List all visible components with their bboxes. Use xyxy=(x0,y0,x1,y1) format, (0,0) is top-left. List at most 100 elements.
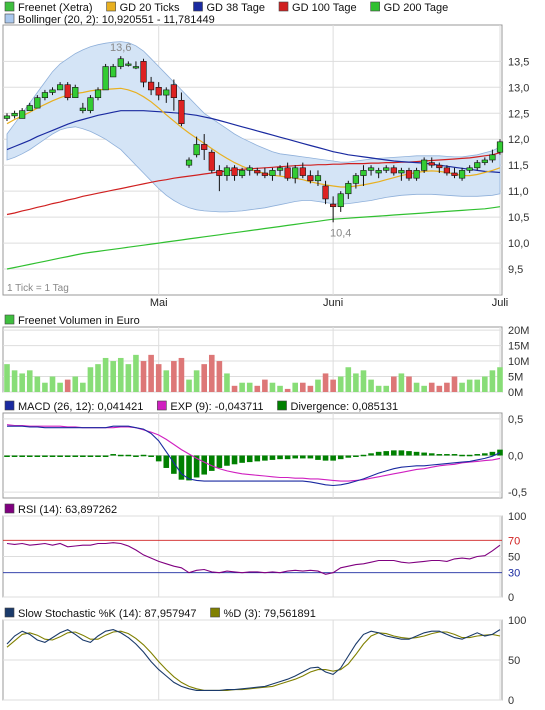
divergence-bar xyxy=(246,455,253,463)
candle xyxy=(383,165,390,173)
divergence-bar xyxy=(155,455,162,462)
candle xyxy=(390,165,397,176)
volume-bar xyxy=(125,364,132,392)
candle xyxy=(49,87,56,96)
candle xyxy=(231,165,238,181)
candle-body xyxy=(383,167,390,171)
divergence-bar xyxy=(80,455,86,457)
volume-bar xyxy=(19,373,25,392)
candle xyxy=(178,92,185,127)
divergence-bar xyxy=(322,455,329,461)
candle-body xyxy=(231,167,238,176)
divergence-bar xyxy=(375,451,382,456)
gd200-line xyxy=(6,206,501,270)
legend-swatch xyxy=(106,1,116,12)
candle-body xyxy=(352,175,359,184)
candle xyxy=(436,162,443,173)
volume-bar xyxy=(300,382,306,392)
divergence-bar xyxy=(42,455,48,457)
candle xyxy=(140,58,147,88)
candle xyxy=(34,95,41,109)
candle xyxy=(405,167,413,181)
volume-bar xyxy=(474,379,481,392)
legend-swatch xyxy=(193,1,203,12)
candle xyxy=(428,157,435,168)
candle xyxy=(451,167,458,179)
tick-footnote: 1 Tick = 1 Tag xyxy=(7,283,69,294)
candle xyxy=(269,167,276,181)
volume-bar xyxy=(345,367,352,392)
candle-body xyxy=(163,89,170,96)
volume-bar xyxy=(421,385,427,392)
candle xyxy=(481,157,488,166)
candle-body xyxy=(398,170,405,174)
y-tick-label: 11,5 xyxy=(508,160,529,172)
candle-body xyxy=(322,185,329,200)
volume-bar xyxy=(133,354,139,392)
price-panel: Freenet (Xetra) GD 20 Ticks GD 38 Tage GD 1… xyxy=(2,1,529,296)
candle xyxy=(3,113,11,122)
legend-swatch xyxy=(4,13,15,24)
volume-bar xyxy=(436,385,443,392)
gd38-line xyxy=(6,110,501,174)
candle-body xyxy=(64,84,71,98)
divergence-bar xyxy=(186,455,192,481)
candle xyxy=(155,82,162,101)
candle-body xyxy=(132,66,140,69)
stoch-d-line xyxy=(6,630,501,691)
legend-label: Bollinger (20, 2): 10,920551 - 11,781449 xyxy=(18,14,215,26)
divergence-bar xyxy=(26,455,33,457)
legend-swatch xyxy=(4,503,15,514)
legend-label: %D (3): 79,561891 xyxy=(224,608,316,620)
candle xyxy=(330,196,337,223)
candle-body xyxy=(489,154,496,161)
candle xyxy=(474,160,481,171)
volume-bar xyxy=(284,388,291,392)
candle xyxy=(360,165,367,186)
rsi-legend: RSI (14): 63,897262 xyxy=(4,503,117,516)
candle xyxy=(352,172,359,189)
y-tick-label: 100 xyxy=(508,511,526,523)
candle-body xyxy=(87,97,94,111)
candle-body xyxy=(140,61,147,83)
price-annotation: 10,4 xyxy=(330,227,351,239)
x-axis-month-label: Juni xyxy=(323,297,343,309)
candle-body xyxy=(405,170,413,179)
candle xyxy=(421,157,428,173)
volume-bar xyxy=(102,357,109,392)
candle xyxy=(337,191,344,212)
candle-body xyxy=(185,159,193,166)
y-tick-label: 30 xyxy=(508,568,520,580)
divergence-bar xyxy=(444,454,450,456)
y-tick-label: 10,5 xyxy=(508,212,529,224)
candle-body xyxy=(360,170,367,176)
volume-bar xyxy=(80,382,86,392)
candle-body xyxy=(276,167,284,171)
candle-body xyxy=(49,89,56,93)
x-axis-month-label: Mai xyxy=(150,297,168,309)
candle xyxy=(64,82,71,101)
y-tick-label: 12,0 xyxy=(508,134,529,146)
candle-body xyxy=(451,172,458,176)
candle xyxy=(170,79,177,111)
candle-body xyxy=(261,172,268,176)
legend-label: Freenet Volumen in Euro xyxy=(18,315,140,327)
divergence-bar xyxy=(315,455,321,460)
candle-body xyxy=(117,58,124,67)
candle-body xyxy=(102,66,109,91)
candle xyxy=(117,56,124,70)
volume-bar xyxy=(231,385,238,392)
candle xyxy=(398,167,405,181)
divergence-bar xyxy=(4,455,10,457)
volume-bar xyxy=(49,376,56,392)
y-tick-label: 70 xyxy=(508,535,520,547)
volume-bar xyxy=(246,382,253,392)
candle xyxy=(132,61,140,70)
divergence-bar xyxy=(474,454,481,456)
volume-bar xyxy=(208,354,215,392)
y-tick-label: 11,0 xyxy=(508,186,529,198)
divergence-bar xyxy=(49,455,56,457)
divergence-bar xyxy=(216,455,223,468)
candle-body xyxy=(390,167,397,174)
candle-body xyxy=(3,115,11,119)
